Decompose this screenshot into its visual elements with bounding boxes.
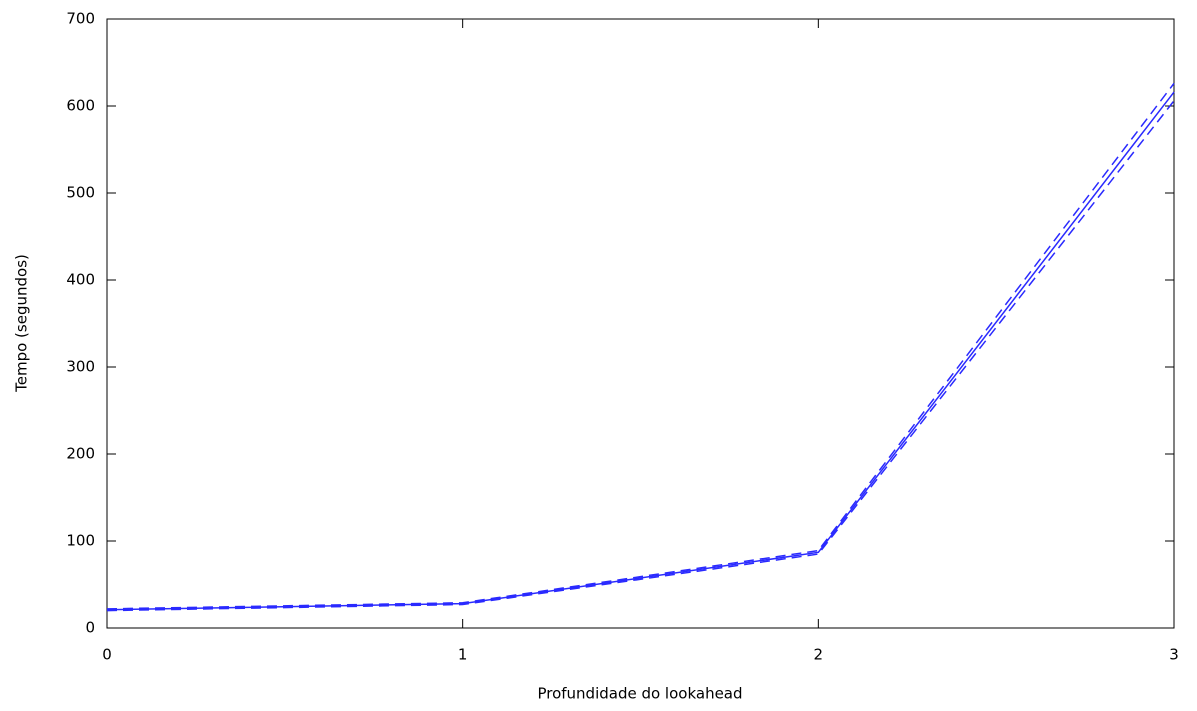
series-line: [106, 91, 1175, 611]
y-tick-label: 100: [66, 532, 95, 550]
y-tick-label: 400: [66, 271, 95, 289]
y-tick-label: 500: [66, 184, 95, 202]
y-tick-label: 700: [66, 10, 95, 28]
x-tick-label: 2: [814, 646, 824, 664]
x-tick-label: 1: [458, 646, 468, 664]
y-axis-label: Tempo (segundos): [13, 254, 31, 393]
y-tick-label: 600: [66, 97, 95, 115]
x-tick-label: 0: [102, 646, 112, 664]
y-tick-label: 200: [66, 445, 95, 463]
x-tick-label: 3: [1169, 646, 1179, 664]
series-line: [106, 100, 1175, 612]
series-line: [106, 82, 1175, 610]
x-axis-label: Profundidade do lookahead: [537, 685, 742, 703]
plot-frame: [106, 18, 1175, 629]
y-tick-label: 0: [85, 619, 95, 637]
y-tick-label: 300: [66, 358, 95, 376]
